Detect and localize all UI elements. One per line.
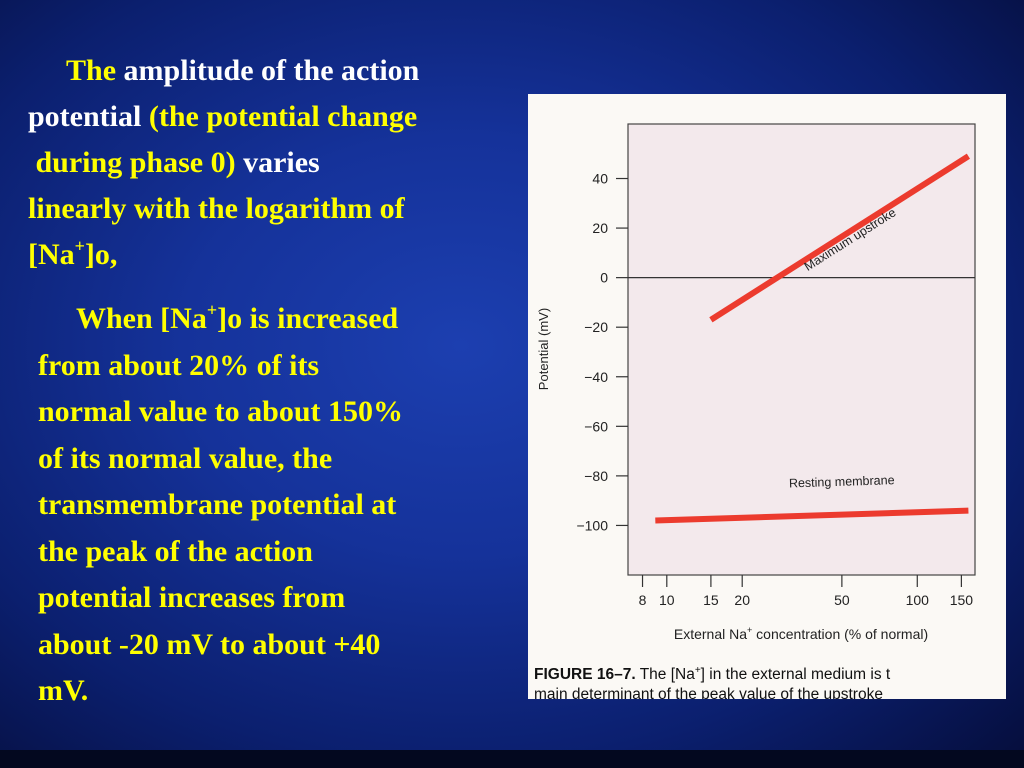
bottom-bar (0, 750, 1024, 768)
x-axis-label-a: External Na (674, 626, 747, 642)
series-line-0 (709, 153, 971, 323)
x-tick-label: 150 (950, 592, 974, 608)
text-na-open: [Na (28, 238, 75, 271)
x-axis-label-b: concentration (% of normal) (752, 626, 928, 642)
x-tick-label: 100 (906, 592, 930, 608)
x-tick-label: 10 (659, 592, 675, 608)
x-axis-label-sup: + (747, 625, 752, 635)
y-tick-label: −80 (584, 468, 608, 484)
caption-sup: + (695, 665, 701, 676)
y-tick-label: 20 (592, 220, 608, 236)
line-7: potential increases from (38, 581, 346, 614)
x-tick-label: 20 (734, 592, 750, 608)
text-linearly: linearly with the logarithm of (28, 192, 405, 225)
line-1-sup: + (206, 300, 218, 320)
x-tick-label: 50 (834, 592, 850, 608)
x-tick-label: 15 (703, 592, 719, 608)
x-axis-label: External Na+ concentration (% of normal) (674, 625, 928, 642)
line-5: transmembrane potential at (38, 488, 397, 521)
line-1: When [Na+]o is increased (76, 300, 399, 335)
caption-text-a: The [Na (640, 666, 696, 683)
y-tick-label: −60 (584, 418, 608, 434)
text-na-o: [Na+]o, (28, 236, 118, 271)
figure-panel: 40 20 0 −20 −40 −60 −80 −100 8 10 15 20 50 100 150 Ma… (528, 94, 1006, 699)
figure-caption-line-2: main determinant of the peak value of th… (534, 686, 883, 699)
line-2: from about 20% of its (38, 348, 320, 382)
y-tick-label: 40 (592, 171, 608, 187)
line-9: mV. (38, 674, 89, 707)
x-axis-ticks: 8 10 15 20 50 100 150 (639, 575, 974, 608)
text-potential: potential (28, 100, 142, 133)
line-8: about -20 mV to about +40 (38, 627, 381, 661)
line-4: of its normal value, the (38, 441, 333, 475)
x-tick-label: 8 (639, 592, 647, 608)
text-phase-0: during phase 0) (35, 146, 236, 179)
slide-text: The amplitude of the action potential (th… (28, 48, 518, 715)
text-potential-change: (the potential change (148, 100, 418, 133)
text-amplitude: amplitude of the action (123, 54, 420, 87)
text-na-sup: + (74, 236, 85, 256)
paragraph-intro: The amplitude of the action potential (th… (28, 48, 518, 278)
plot-area (627, 123, 976, 576)
series-line-1 (655, 507, 969, 524)
figure-caption-line-1: FIGURE 16–7. The [Na+] in the external m… (534, 665, 891, 683)
line-1-b: ]o is increased (217, 302, 399, 335)
y-axis-ticks: 40 20 0 −20 −40 −60 −80 −100 (576, 171, 628, 533)
text-na-close: ]o, (84, 238, 118, 271)
line-1-a: When [Na (76, 302, 207, 335)
y-tick-label: 0 (600, 270, 608, 286)
line-3: normal value to about 150% (38, 395, 404, 428)
y-tick-label: −40 (584, 369, 608, 385)
y-tick-label: −100 (576, 517, 608, 533)
text-varies: varies (243, 146, 320, 179)
y-tick-label: −20 (584, 319, 608, 335)
y-axis-label: Potential (mV) (536, 308, 551, 390)
caption-text-b: ] in the external medium is t (701, 666, 891, 683)
paragraph-detail: When [Na+]o is increased from about 20% o… (28, 296, 518, 715)
line-6: the peak of the action (38, 534, 313, 568)
word-the: The (66, 54, 117, 87)
series-label-1: Resting membrane (789, 473, 895, 490)
caption-figure-number: FIGURE 16–7. (534, 666, 636, 683)
